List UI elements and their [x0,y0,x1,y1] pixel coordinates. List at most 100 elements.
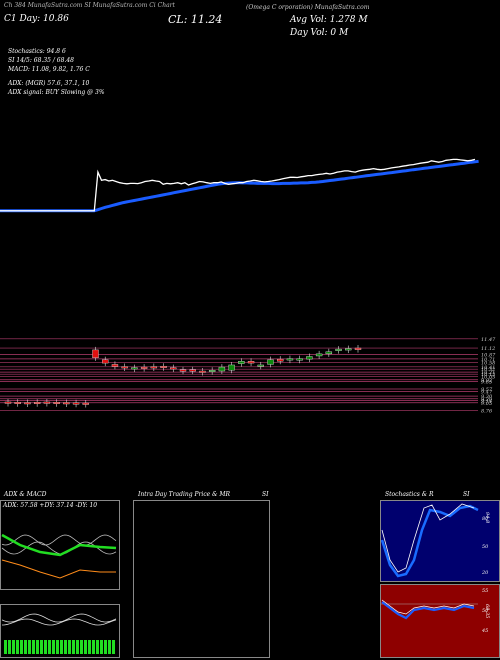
stoch-level-label: 20 [481,570,489,576]
macd-histogram-bar [16,640,19,654]
candle-body [238,361,245,364]
price-tick-label: 11.12 [481,346,495,352]
candle-body [121,366,128,369]
stoch-k-line [380,504,479,578]
macd-histogram-bar [40,640,43,654]
macd-histogram-bar [84,640,87,654]
candle-body [247,361,255,364]
stoch-value-label: 94.8 [484,512,490,523]
price-tick-label: 10.58 [481,360,495,366]
price-tick-label: 9.92 [481,378,492,384]
macd-histogram-bar [24,640,27,654]
macd-histogram-bar [28,640,31,654]
macd-histogram-bar [56,640,59,654]
candle-body [4,401,12,404]
stoch-title: Stochastics & R [385,491,434,498]
intraday-panel [133,500,270,658]
rsi-level-label: 50 [482,608,489,614]
candle-body [72,402,80,405]
macd-histogram-bar [8,640,11,654]
stoch-d-line [381,503,475,573]
price-axis: 11.47 11.1210.8710.7110.5810.4110.3210.21… [481,337,496,415]
candle-body [63,402,70,405]
candle-body [179,369,187,372]
macd-histogram-bar [112,640,115,654]
candle-body [111,364,119,367]
minus-di-line [1,533,117,557]
candle-body [53,402,60,404]
macd-histogram-bar [4,640,7,654]
candle-body [208,370,216,372]
macd-histogram-bar [60,640,63,654]
candlesticks [4,345,362,408]
price-tick-label: 9.14 [481,398,492,404]
candle-body [170,367,177,370]
day-volume: Day Vol: 0 M [290,28,349,38]
macd-histogram-bar [68,640,71,654]
close-price: CL: 11.24 [168,13,223,26]
candle-body [24,402,31,405]
adx-orange-line [1,559,116,579]
candle-body [306,356,313,360]
plus-di-line [1,534,117,546]
macd-histogram-bar [12,640,15,654]
adx-signal: ADX signal: BUY Slowing @ 3% [8,89,105,96]
candle-body [286,358,294,361]
price-tick-label: 9.85 [481,380,492,386]
price-tick-label: 9.57 [481,387,493,393]
macd-histogram-bar [72,640,75,654]
macd-histogram-bar [32,640,35,654]
candle-body [218,366,226,372]
stoch-level-label: 80 [482,516,489,522]
candle-body [228,364,235,371]
rsi-line [381,601,475,620]
adx-readout: ADX: (MGR) 57.6, 37.1, 10 [8,80,90,87]
candle-body [43,401,51,404]
price-tick-label: 9.30 [481,394,493,400]
stoch-si: SI [463,491,470,498]
rsi-value-label: 68.35 [484,604,490,618]
macd-histogram-bar [36,640,39,654]
macd-histogram-bar [92,640,95,654]
candle-body [82,402,89,405]
macd-histogram-bar [76,640,79,654]
macd-histogram-bar [48,640,51,654]
header-topline: Ch 384 MunafaSutra.com SI MunafaSutra.co… [4,2,175,9]
candle-body [14,402,21,404]
candle-body [277,358,284,362]
macd-histogram-bar [104,640,107,654]
intraday-title: Intra Day Trading Price & MR [138,491,231,498]
adx-panel [0,500,120,590]
candle-body [189,369,196,372]
macd-histogram-bar [88,640,91,654]
macd-histogram-bar [64,640,67,654]
candle-body [160,366,167,368]
candle-body [335,348,342,351]
rsi-level-label: 55 [482,588,488,594]
candle-body [150,366,158,369]
adx-panel-readout: ADX: 57.58 +DY: 37.14 -DY: 10 [3,502,98,509]
macd-histogram-bar [96,640,99,654]
header-day: C1 Day: 10.86 [4,14,69,24]
candle-body [33,402,41,404]
price-tick-label: 9.20 [481,397,493,403]
company-name: (Omega C orporation) MunafaSutra.com [246,4,370,11]
price-tick-label: 9.47 [481,390,493,396]
price-grid [0,338,478,411]
price-tick-label: 10.71 [481,357,495,363]
candle-body [267,359,274,365]
macd-signal-line [2,618,117,626]
candle-body [257,364,264,367]
price-tick-label: 9.05 [481,401,492,407]
avg-volume: Avg Vol: 1.278 M [290,15,368,25]
rsi-signal-line [381,599,475,615]
price-lines [0,158,479,213]
stoch-level-label: 50 [482,544,489,550]
macd-histogram-bar [44,640,47,654]
price-tick-label: 10.32 [481,367,495,373]
price-tick-label: 10.13 [481,372,495,378]
stochastics-readout: Stochastics: 94.8 6 [8,48,66,55]
candle-body [354,347,362,350]
candle-body [131,367,138,370]
main-chart: 11.47 11.1210.8710.7110.5810.4110.3210.21… [0,158,496,415]
